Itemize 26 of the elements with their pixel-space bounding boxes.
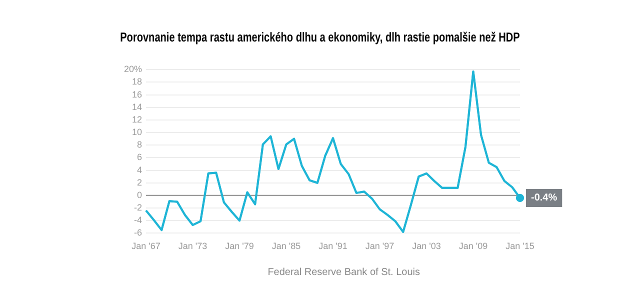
x-tick-label: Jan '73 xyxy=(178,241,208,252)
x-tick-label: Jan '97 xyxy=(365,241,394,252)
y-tick-label: 4 xyxy=(137,164,142,175)
y-tick-label: 6 xyxy=(137,152,142,162)
y-tick-label: 0 xyxy=(137,190,142,200)
x-tick-label: Jan '15 xyxy=(506,241,534,252)
y-tick-label: 12 xyxy=(132,114,142,124)
y-tick-label: -4 xyxy=(134,215,142,226)
y-tick-label: 20% xyxy=(124,64,142,74)
y-tick-label: -6 xyxy=(134,228,142,238)
x-tick-label: Jan '67 xyxy=(132,241,160,252)
y-tick-label: 14 xyxy=(132,102,142,112)
y-tick-label: 18 xyxy=(132,76,142,87)
y-tick-label: 8 xyxy=(137,140,142,150)
y-tick-label: -2 xyxy=(134,202,142,213)
x-tick-label: Jan '03 xyxy=(412,241,441,252)
text: Federal Reserve Bank of St. Louis xyxy=(268,267,420,278)
x-tick-label: Jan '09 xyxy=(458,241,488,252)
data-label: -0.4% xyxy=(531,192,558,204)
x-tick-label: Jan '85 xyxy=(272,241,301,252)
x-tick-label: Jan '79 xyxy=(225,241,254,252)
y-tick-label: 16 xyxy=(132,89,142,100)
x-tick-label: Jan '91 xyxy=(318,241,348,252)
chart-title: Porovnanie tempa rastu amerického dlhu a ekonomiky, dlh rastie pomalšie než HDP xyxy=(120,30,520,45)
y-tick-label: 2 xyxy=(137,177,142,188)
y-tick-label: 10 xyxy=(132,127,142,138)
